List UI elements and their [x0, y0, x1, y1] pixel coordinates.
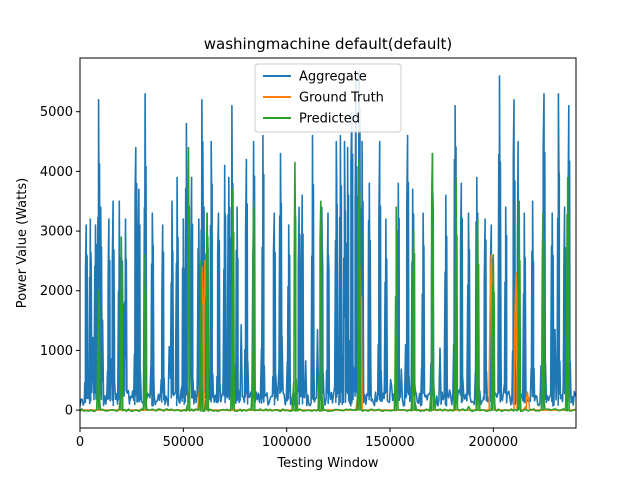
x-tick-label: 0: [76, 435, 84, 450]
x-tick-label: 100000: [262, 435, 312, 450]
plot-frame: [79, 57, 577, 429]
series-line-predicted: [80, 146, 576, 413]
x-axis: 0 50000 100000 150000 200000: [76, 428, 518, 450]
y-tick-label: 0: [65, 404, 73, 419]
chart-title: washingmachine default(default): [204, 35, 452, 53]
x-tick-label: 50000: [163, 435, 204, 450]
series-layer: [80, 69, 576, 413]
y-tick-label: 5000: [40, 105, 73, 120]
y-tick-label: 3000: [40, 225, 73, 240]
y-tick-label: 4000: [40, 165, 73, 180]
x-axis-label: Testing Window: [276, 456, 378, 471]
x-tick-label: 150000: [365, 435, 415, 450]
y-axis-label: Power Value (Watts): [15, 178, 30, 308]
y-axis: 0 1000 2000 3000 4000 5000: [40, 105, 80, 419]
legend-label-predicted: Predicted: [299, 112, 360, 127]
legend-box: [254, 63, 402, 133]
legend: Aggregate Ground Truth Predicted: [254, 63, 402, 133]
legend-label-ground-truth: Ground Truth: [299, 91, 384, 106]
x-tick-label: 200000: [469, 435, 519, 450]
y-tick-label: 1000: [40, 344, 73, 359]
legend-label-aggregate: Aggregate: [299, 70, 367, 85]
y-tick-label: 2000: [40, 284, 73, 299]
